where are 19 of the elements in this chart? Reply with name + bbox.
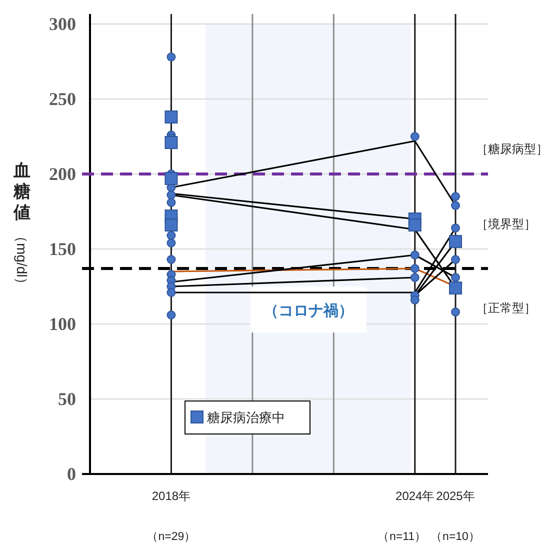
- y-axis-title: 血糖値（mg/dl）: [12, 161, 30, 292]
- y-tick-label: 150: [49, 239, 76, 259]
- y-tick-label: 200: [49, 164, 76, 184]
- legend-label: 糖尿病治療中: [207, 410, 285, 425]
- y-tick-label: 300: [49, 14, 76, 34]
- band-label: （コロナ禍）: [263, 302, 354, 320]
- text: （n=11）: [377, 531, 427, 543]
- text: （n=29）: [146, 531, 196, 543]
- x-tick-label: 2024年: [396, 489, 434, 503]
- x-tick-label: 2025年: [436, 489, 475, 503]
- y-tick-label: 250: [49, 89, 76, 109]
- annotation: ［境界型］: [476, 217, 536, 231]
- y-tick-label: 0: [67, 464, 76, 484]
- annotation: ［糖尿病型］: [476, 142, 544, 156]
- y-tick-label: 100: [49, 314, 76, 334]
- x-tick-label: 2018年: [152, 489, 191, 503]
- text: （n=10）: [430, 531, 480, 543]
- annotation: ［正常型］: [476, 301, 536, 315]
- y-tick-label: 50: [58, 389, 76, 409]
